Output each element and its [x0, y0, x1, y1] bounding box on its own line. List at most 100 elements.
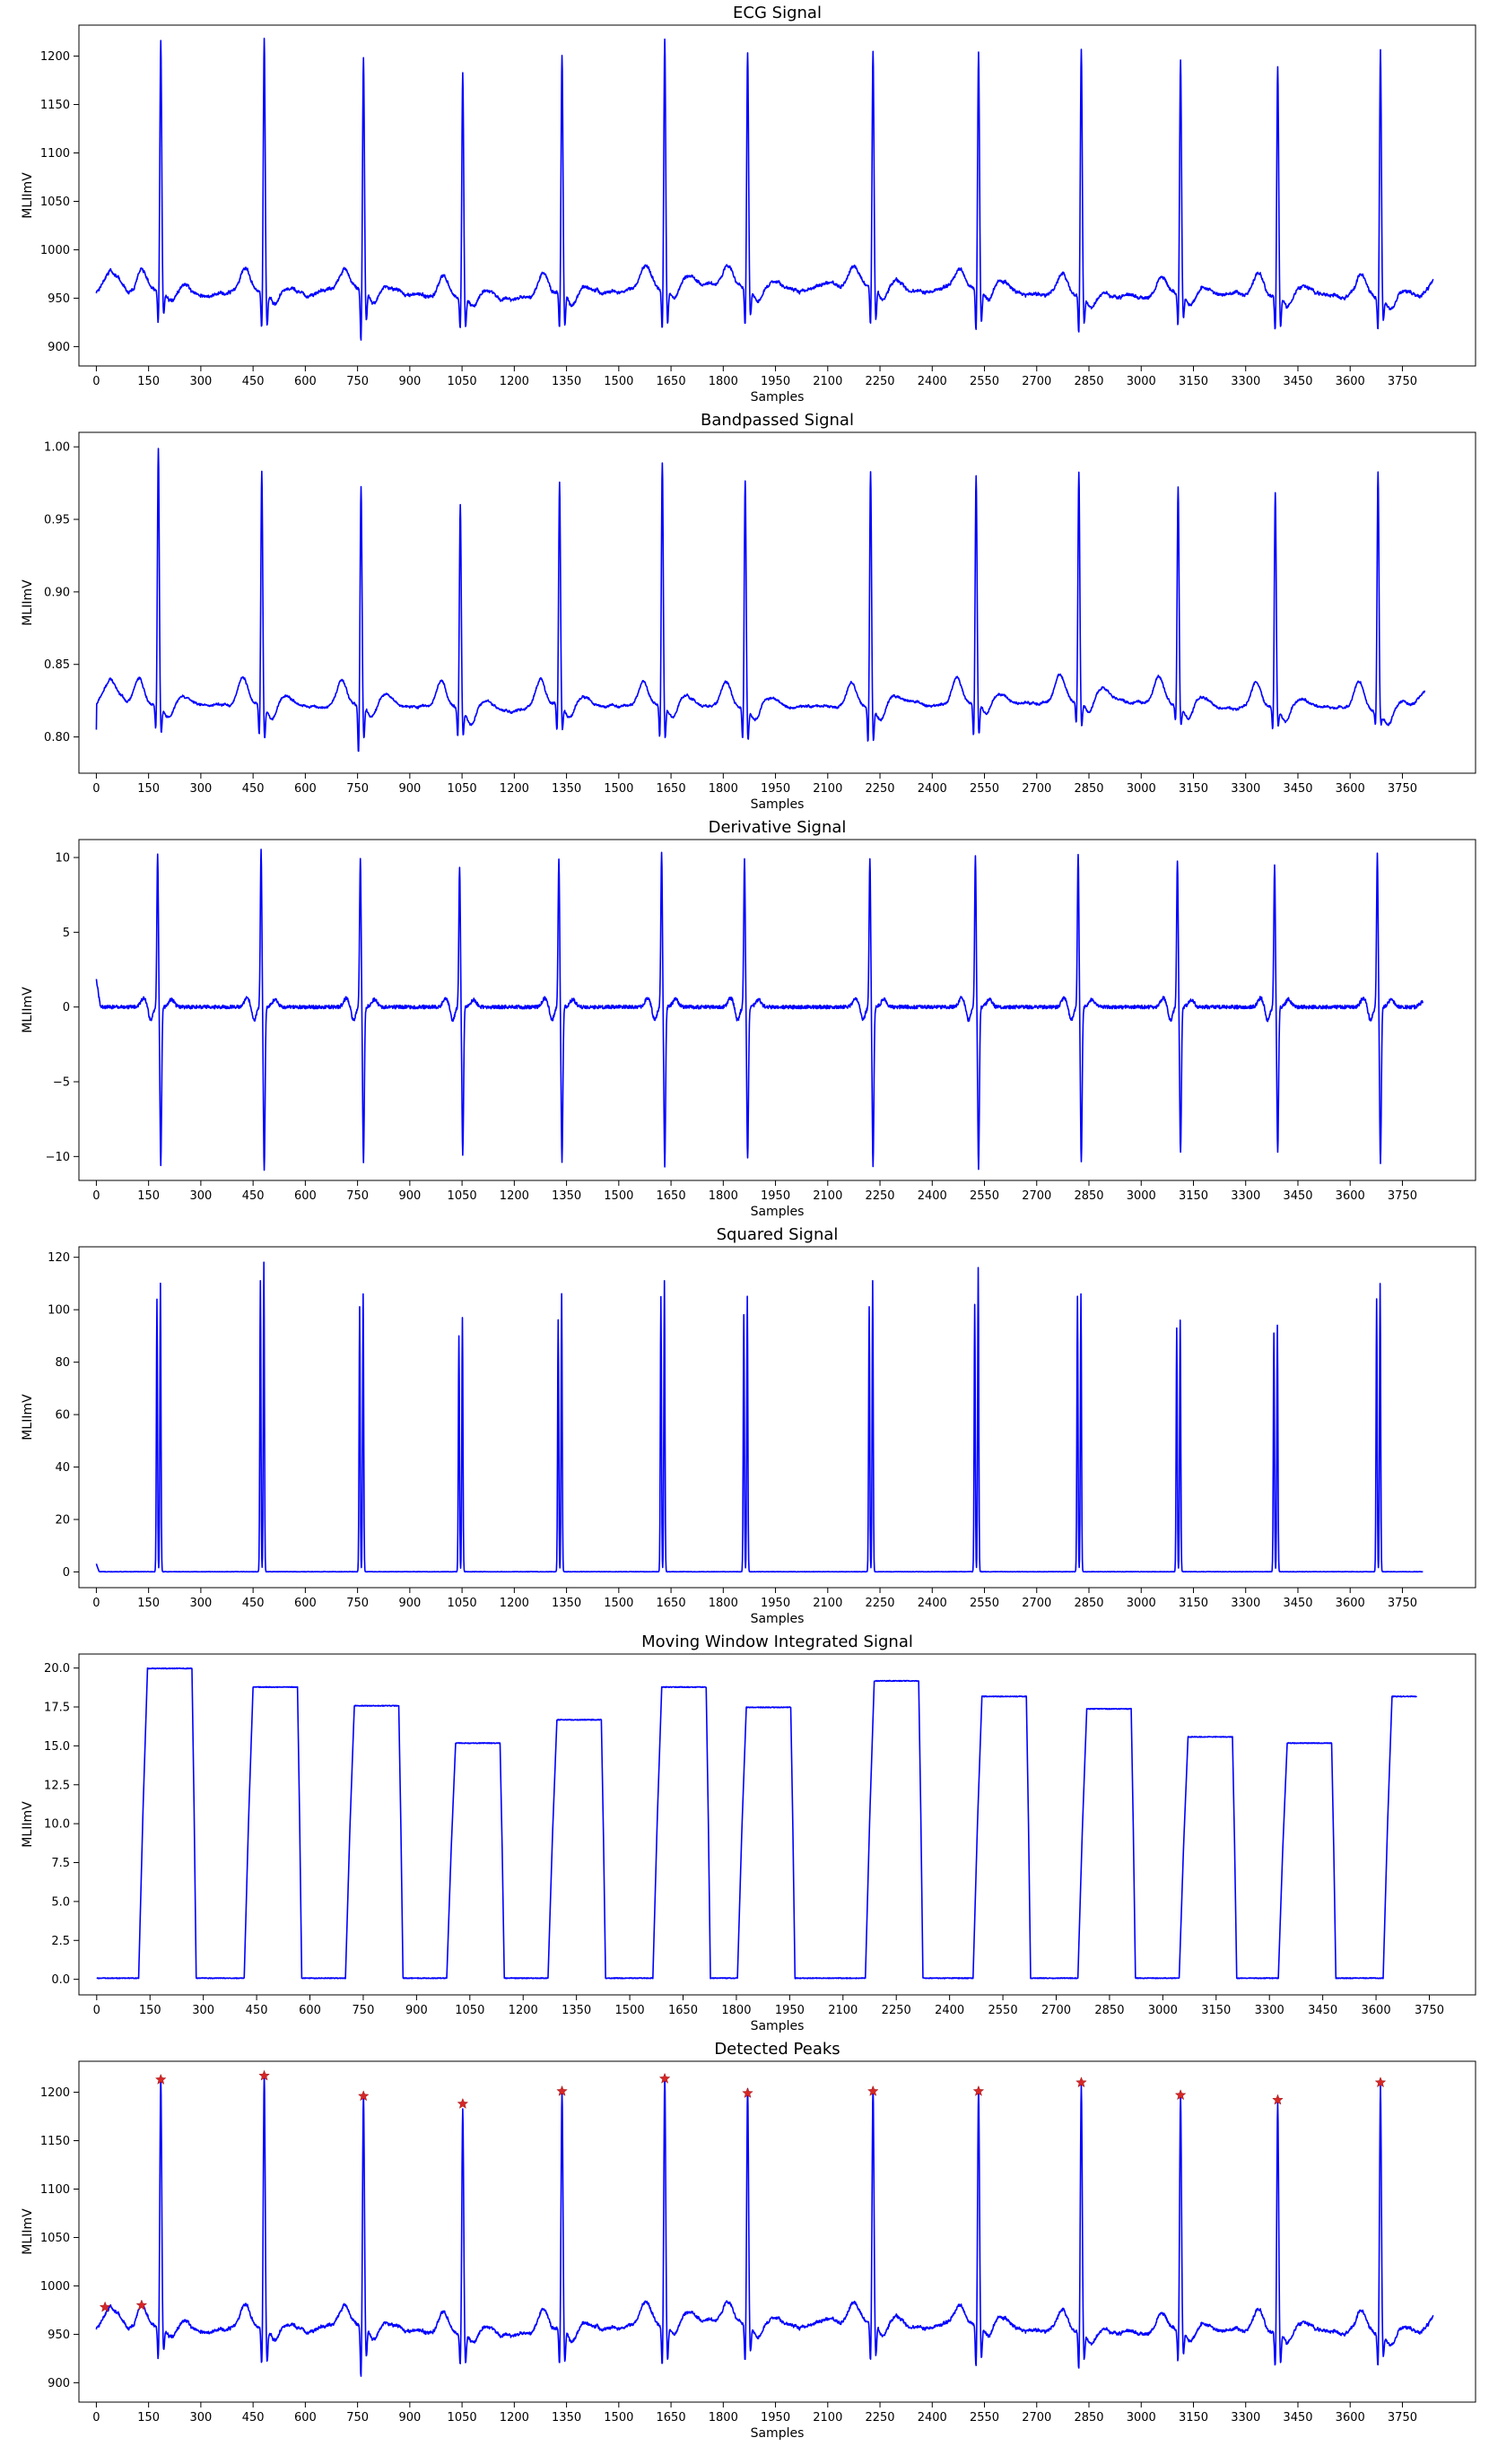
x-tick-label: 1200	[509, 2004, 538, 2017]
x-tick-label: 1650	[657, 1189, 686, 1203]
x-tick-label: 2250	[865, 1597, 894, 1610]
x-tick-label: 2100	[813, 1597, 842, 1610]
y-tick-label: 1200	[40, 2086, 70, 2100]
y-tick-label: 900	[48, 341, 70, 354]
subplot-title: Squared Signal	[717, 1225, 839, 1244]
x-tick-label: 750	[346, 1597, 369, 1610]
y-axis-label: MLIImV	[21, 172, 35, 219]
x-tick-label: 1050	[448, 2411, 477, 2425]
y-tick-label: 1000	[40, 244, 70, 257]
x-tick-label: 3450	[1283, 2411, 1312, 2425]
signal-line	[95, 2073, 1434, 2377]
x-axis-label: Samples	[751, 797, 805, 812]
y-tick-label: 7.5	[51, 1857, 70, 1870]
y-tick-label: 1050	[40, 2232, 70, 2245]
signal-line	[95, 37, 1434, 341]
y-tick-label: 2.5	[51, 1935, 70, 1948]
x-tick-label: 1950	[761, 375, 790, 388]
x-tick-label: 900	[398, 1189, 421, 1203]
y-tick-label: 0.95	[44, 514, 70, 527]
x-tick-label: 750	[346, 782, 369, 796]
y-axis-label: MLIImV	[21, 2208, 35, 2255]
x-tick-label: 450	[242, 782, 265, 796]
axes-frame	[78, 431, 1476, 774]
x-tick-label: 2700	[1022, 2411, 1051, 2425]
x-tick-label: 2100	[813, 2411, 842, 2425]
x-tick-label: 3000	[1127, 2411, 1156, 2425]
x-tick-label: 750	[353, 2004, 375, 2017]
peak-marker	[867, 2085, 879, 2096]
x-tick-label: 2250	[865, 375, 894, 388]
y-tick-label: 1000	[40, 2280, 70, 2294]
x-tick-label: 1200	[500, 375, 529, 388]
x-tick-label: 150	[137, 375, 160, 388]
x-tick-label: 2550	[970, 1597, 999, 1610]
x-tick-label: 900	[398, 782, 421, 796]
x-tick-label: 1800	[709, 375, 738, 388]
y-tick-label: −10	[46, 1151, 70, 1164]
x-tick-label: 3150	[1179, 375, 1208, 388]
x-tick-label: 2400	[918, 782, 947, 796]
y-tick-label: 100	[48, 1304, 70, 1318]
x-tick-label: 2400	[918, 2411, 947, 2425]
subplot-title: Detected Peaks	[714, 2040, 840, 2059]
x-tick-label: 900	[405, 2004, 428, 2017]
x-tick-label: 300	[192, 2004, 214, 2017]
x-tick-label: 1950	[761, 782, 790, 796]
x-tick-label: 900	[398, 375, 421, 388]
peak-marker	[556, 2085, 568, 2096]
x-tick-label: 1950	[761, 2411, 790, 2425]
x-tick-label: 1050	[448, 375, 477, 388]
x-tick-label: 3750	[1388, 2411, 1417, 2425]
x-tick-label: 2100	[813, 375, 842, 388]
x-tick-label: 3750	[1388, 1189, 1417, 1203]
x-tick-label: 1350	[552, 1189, 581, 1203]
peak-marker	[258, 2069, 270, 2081]
x-tick-label: 450	[242, 1189, 265, 1203]
subplot-6: Detected Peaks 0 150 300 450 600 750 900 1050 120…	[21, 2040, 1476, 2441]
axes-frame	[78, 2060, 1476, 2403]
y-tick-label: 10	[55, 852, 70, 866]
x-tick-label: 3150	[1179, 782, 1208, 796]
x-tick-label: 2400	[918, 1189, 947, 1203]
subplot-5: Moving Window Integrated Signal 0 150 300 45…	[21, 1633, 1476, 2033]
y-tick-label: 12.5	[44, 1779, 70, 1792]
x-tick-label: 3600	[1336, 2411, 1365, 2425]
y-tick-label: 1.00	[44, 441, 70, 455]
x-tick-label: 3750	[1388, 782, 1417, 796]
peak-marker	[1374, 2077, 1387, 2088]
x-tick-label: 450	[246, 2004, 268, 2017]
subplot-title: Moving Window Integrated Signal	[641, 1633, 913, 1651]
x-tick-label: 1950	[775, 2004, 805, 2017]
y-tick-label: 0.90	[44, 586, 70, 599]
x-tick-label: 2550	[970, 2411, 999, 2425]
x-axis-label: Samples	[751, 2019, 805, 2033]
x-tick-label: 2850	[1074, 1597, 1103, 1610]
x-tick-label: 1350	[552, 375, 581, 388]
x-tick-label: 300	[189, 1597, 212, 1610]
x-tick-label: 600	[294, 1597, 317, 1610]
x-tick-label: 2700	[1022, 1597, 1051, 1610]
x-tick-label: 1950	[761, 1597, 790, 1610]
x-tick-label: 3450	[1283, 1597, 1312, 1610]
x-tick-label: 1350	[562, 2004, 591, 2017]
x-tick-label: 3750	[1415, 2004, 1444, 2017]
subplot-1: ECG Signal 0 150 300 450 600 750 900 1050 1200 135…	[21, 4, 1476, 405]
x-tick-label: 2400	[918, 375, 947, 388]
x-tick-label: 2550	[970, 375, 999, 388]
x-tick-label: 600	[299, 2004, 321, 2017]
x-tick-label: 2850	[1074, 2411, 1103, 2425]
x-tick-label: 3450	[1308, 2004, 1337, 2017]
signal-line	[95, 1261, 1424, 1573]
x-axis-label: Samples	[751, 2426, 805, 2441]
x-tick-label: 3600	[1336, 375, 1365, 388]
peak-marker	[1075, 2077, 1087, 2088]
x-tick-label: 1500	[604, 2411, 633, 2425]
x-tick-label: 150	[137, 1597, 160, 1610]
x-tick-label: 0	[92, 2411, 100, 2425]
x-tick-label: 1500	[604, 375, 633, 388]
x-tick-label: 1800	[709, 2411, 738, 2425]
x-tick-label: 2850	[1074, 375, 1103, 388]
y-tick-label: 120	[48, 1251, 70, 1265]
